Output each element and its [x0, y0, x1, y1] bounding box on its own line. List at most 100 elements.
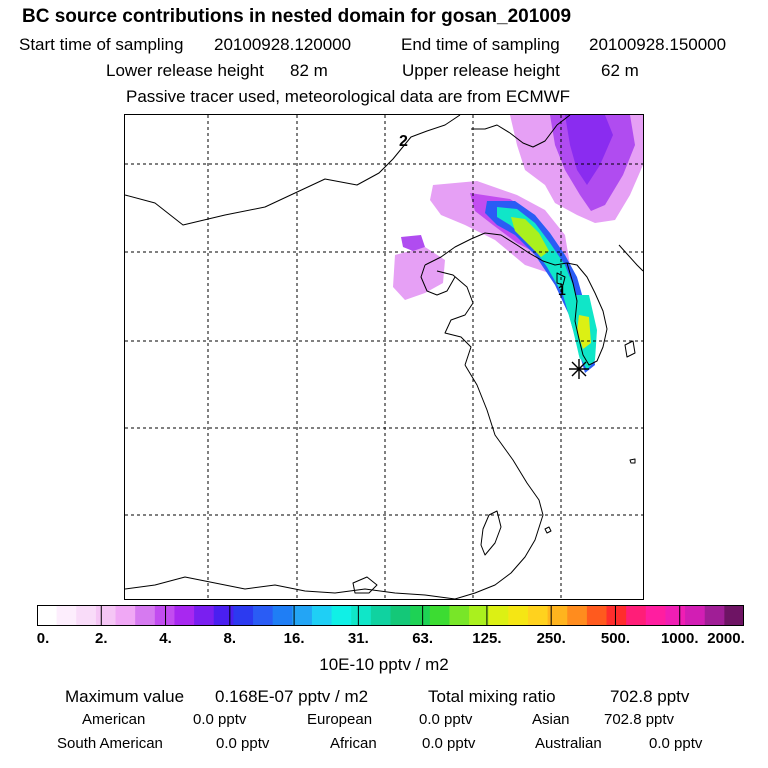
asian-label: Asian: [532, 711, 570, 728]
colorbar-swatch: [351, 605, 372, 626]
colorbar-swatch: [665, 605, 686, 626]
japan-coast: [618, 244, 643, 272]
south-american-label: South American: [57, 735, 163, 752]
hainan-island: [352, 576, 378, 594]
colorbar-swatch: [704, 605, 725, 626]
colorbar-swatch: [390, 605, 411, 626]
colorbar-swatch: [135, 605, 156, 626]
colorbar-swatch: [606, 605, 627, 626]
colorbar-swatch: [331, 605, 352, 626]
colorbar-swatch: [547, 605, 568, 626]
colorbar-tick-label: 63.: [412, 630, 434, 647]
colorbar-frame: [37, 605, 744, 626]
australian-value: 0.0 pptv: [649, 735, 703, 752]
colorbar-swatch: [429, 605, 450, 626]
colorbar-swatch: [292, 605, 313, 626]
taiwan: [480, 510, 502, 556]
colorbar-swatch: [469, 605, 490, 626]
marker-label-2: 2: [399, 133, 408, 150]
plume-band-green: [511, 217, 549, 257]
korea-west-islands: [556, 272, 566, 286]
plume-north-inner: [565, 115, 613, 185]
marker-label-1: 1: [558, 282, 566, 298]
colorbar-swatch: [194, 605, 215, 626]
colorbar-swatch: [488, 605, 509, 626]
colorbar-tick-label: 16.: [283, 630, 305, 647]
lower-height-value: 82 m: [290, 61, 328, 80]
european-label: European: [307, 711, 373, 728]
colorbar-tick-label: 500.: [600, 630, 631, 647]
interior-border-west: [125, 576, 456, 599]
colorbar-swatch: [213, 605, 234, 626]
start-time-value: 20100928.120000: [214, 35, 352, 54]
colorbar-swatch: [370, 605, 391, 626]
colorbar-swatch: [527, 605, 549, 626]
china-north-border: [471, 115, 571, 148]
map-canvas: 2 1: [125, 115, 643, 599]
china-korea-border: [424, 232, 568, 266]
colorbar-swatch: [154, 605, 175, 626]
end-time-label: End time of sampling: [401, 35, 560, 54]
colorbar-swatch: [253, 605, 274, 626]
colorbar-swatch: [685, 605, 706, 626]
colorbar-tick-label: 1000.: [660, 630, 699, 647]
colorbar-tick-label: 2000.: [707, 630, 745, 647]
colorbar-swatch: [410, 605, 431, 626]
plot-title: BC source contributions in nested domain…: [22, 6, 572, 27]
total-mixing-label: Total mixing ratio: [428, 687, 556, 706]
american-label: American: [82, 711, 146, 728]
start-time-label: Start time of sampling: [19, 35, 184, 54]
colorbar-tick-label: 125.: [472, 630, 502, 647]
lat-lon-grid: [125, 115, 643, 599]
colorbar-units: 10E-10 pptv / m2: [319, 655, 449, 674]
colorbar-swatch: [724, 605, 745, 626]
mongolia-border: [125, 115, 461, 226]
colorbar-tick-label: 8.: [223, 630, 237, 647]
colorbar-swatch: [586, 605, 608, 626]
colorbar-swatch: [567, 605, 588, 626]
colorbar-swatch: [76, 605, 97, 626]
colorbar-swatch: [95, 605, 117, 626]
european-value: 0.0 pptv: [419, 711, 473, 728]
colorbar-swatch: [174, 605, 195, 626]
china-coast-lower: [454, 364, 544, 599]
colorbar-swatch: [272, 605, 293, 626]
colorbar-swatch: [233, 605, 254, 626]
upper-height-value: 62 m: [601, 61, 639, 80]
colorbar-tick-label: 250.: [536, 630, 566, 647]
colorbar-swatch: [626, 605, 647, 626]
colorbar-tick-label: 2.: [95, 630, 108, 647]
colorbar-tick-label: 0.: [36, 630, 50, 647]
inner-bay: [420, 264, 456, 296]
colorbar-scale: [36, 605, 745, 626]
tracer-note: Passive tracer used, meteorological data…: [126, 87, 571, 106]
colorbar-swatch: [115, 605, 136, 626]
american-value: 0.0 pptv: [193, 711, 247, 728]
colorbar-swatch: [508, 605, 529, 626]
end-time-value: 20100928.150000: [589, 35, 727, 54]
okinawa-islet-1: [544, 526, 552, 534]
colorbar-tick-label: 4.: [159, 630, 172, 647]
max-value: 0.168E-07 pptv / m2: [215, 687, 369, 706]
african-label: African: [330, 735, 377, 752]
colorbar: [36, 605, 745, 626]
colorbar-swatch: [645, 605, 666, 626]
receptor-marker-icon: [569, 359, 589, 379]
lower-height-label: Lower release height: [106, 61, 264, 80]
china-coast-upper: [436, 270, 474, 366]
coastlines: [125, 115, 643, 599]
total-mixing-value: 702.8 pptv: [610, 687, 690, 706]
african-value: 0.0 pptv: [422, 735, 476, 752]
okinawa-islet-2: [629, 458, 636, 464]
asian-value: 702.8 pptv: [604, 711, 675, 728]
concentration-plume: [393, 115, 643, 373]
max-value-label: Maximum value: [65, 687, 185, 706]
map-panel: 2 1: [124, 114, 644, 600]
colorbar-swatch: [37, 605, 58, 626]
colorbar-tick-label: 31.: [347, 630, 369, 647]
japan-kyushu: [624, 340, 636, 358]
australian-label: Australian: [535, 735, 602, 752]
plume-far-west: [393, 247, 445, 300]
plume-far-west-inner: [401, 235, 425, 251]
south-american-value: 0.0 pptv: [216, 735, 270, 752]
